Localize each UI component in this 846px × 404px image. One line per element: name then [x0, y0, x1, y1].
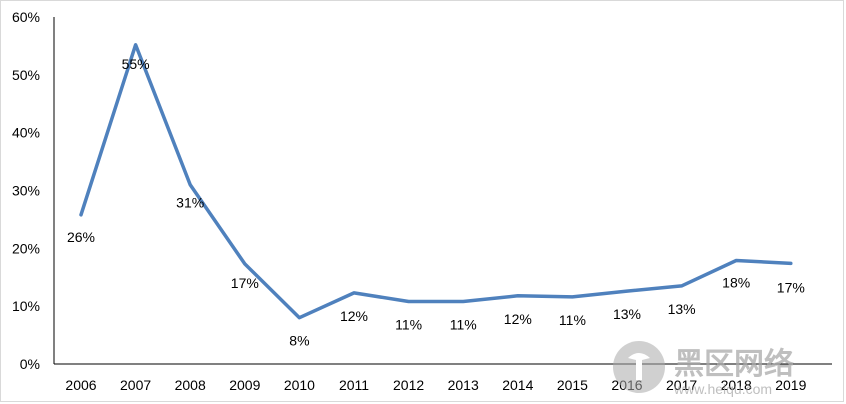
x-tick-label: 2010 — [284, 377, 315, 393]
data-label: 13% — [613, 306, 641, 322]
x-tick-label: 2017 — [666, 377, 697, 393]
data-label: 17% — [777, 279, 805, 295]
x-tick-label: 2013 — [448, 377, 479, 393]
series-line — [79, 43, 793, 320]
x-tick-label: 2018 — [721, 377, 752, 393]
y-tick-label: 30% — [12, 183, 40, 199]
y-tick-label: 50% — [12, 67, 40, 83]
data-label: 11% — [559, 312, 586, 328]
x-tick-label: 2007 — [120, 377, 151, 393]
data-label: 18% — [722, 274, 750, 290]
y-tick-label: 20% — [12, 240, 40, 256]
watermark-subtext: www.heiqu.com — [673, 381, 772, 397]
x-tick-label: 2006 — [65, 377, 96, 393]
series-group — [79, 43, 793, 320]
x-tick-label: 2009 — [229, 377, 260, 393]
y-tick-label: 60% — [12, 9, 40, 25]
x-tick-label: 2011 — [339, 377, 369, 393]
data-label: 26% — [67, 229, 95, 245]
y-tick-label: 40% — [12, 125, 40, 141]
mushroom-icon — [628, 353, 650, 380]
y-tick-label: 0% — [20, 356, 40, 372]
x-tick-label: 2015 — [557, 377, 588, 393]
x-tick-label: 2008 — [175, 377, 206, 393]
x-tick-label: 2019 — [775, 377, 806, 393]
data-label: 12% — [504, 311, 532, 327]
x-tick-label: 2012 — [393, 377, 424, 393]
y-tick-label: 10% — [12, 298, 40, 314]
data-label: 12% — [340, 308, 368, 324]
data-label: 17% — [231, 275, 259, 291]
watermark-text: 黑区网络 — [674, 347, 794, 381]
data-label: 11% — [395, 317, 422, 333]
axes: 0% 10% 20% 30% 40% 50% 60% 2006 2007 2008 2009 2010… — [12, 9, 832, 393]
data-label: 11% — [450, 317, 477, 333]
data-label: 55% — [122, 56, 150, 72]
x-tick-label: 2014 — [502, 377, 533, 393]
data-label: 13% — [668, 301, 696, 317]
data-label: 8% — [289, 333, 309, 349]
watermark: 黑区网络 www.heiqu.com — [613, 341, 794, 397]
data-labels: 26% 55% 31% 17% 8% 12% 11% 11% 12% 11% 13% 13% 18% 17… — [67, 56, 805, 349]
data-label: 31% — [176, 195, 204, 211]
